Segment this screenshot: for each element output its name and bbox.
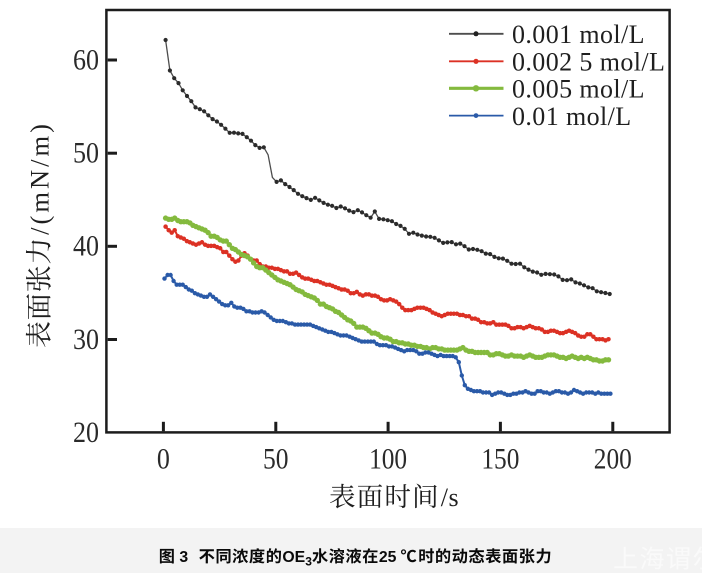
svg-text:100: 100 — [369, 444, 407, 476]
svg-text:0.001 mol/L: 0.001 mol/L — [512, 20, 645, 49]
svg-text:/(mN/m): /(mN/m) — [25, 121, 55, 235]
svg-text:150: 150 — [481, 444, 519, 476]
svg-text:0.01 mol/L: 0.01 mol/L — [512, 102, 632, 131]
svg-text:3: 3 — [179, 549, 188, 566]
svg-text:50: 50 — [263, 444, 289, 476]
svg-text:20: 20 — [73, 417, 99, 449]
svg-text:0: 0 — [157, 444, 170, 476]
svg-text:OE: OE — [282, 549, 305, 566]
svg-text:/s: /s — [441, 483, 459, 512]
svg-text:50: 50 — [73, 138, 99, 170]
svg-text:30: 30 — [73, 324, 99, 356]
svg-text:200: 200 — [594, 444, 632, 476]
svg-text:0.005 mol/L: 0.005 mol/L — [512, 75, 645, 104]
svg-text:25: 25 — [379, 549, 397, 566]
svg-text:40: 40 — [73, 231, 99, 263]
svg-text:60: 60 — [73, 44, 99, 76]
svg-text:0.002 5 mol/L: 0.002 5 mol/L — [512, 48, 665, 77]
svg-text:3: 3 — [305, 554, 312, 568]
